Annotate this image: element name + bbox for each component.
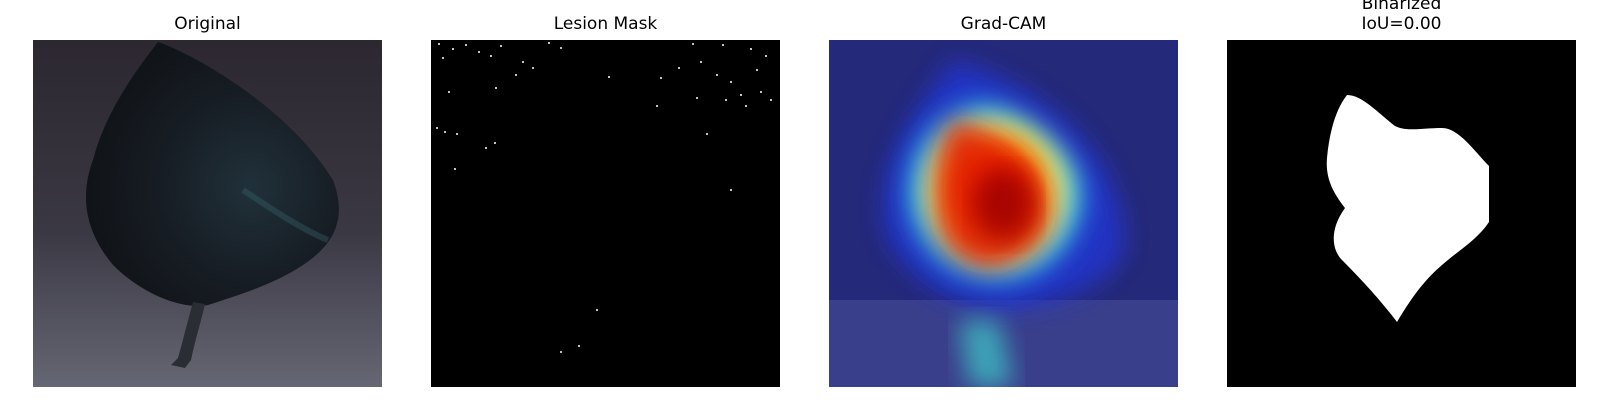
original-title: Original bbox=[174, 14, 241, 34]
gradcam-title: Grad-CAM bbox=[960, 14, 1047, 34]
gradcam-image bbox=[829, 40, 1178, 387]
gradcam-heatmap bbox=[829, 40, 1178, 387]
original-leaf-image bbox=[33, 40, 382, 387]
iou-title: IoU=0.00 bbox=[1361, 14, 1442, 34]
binarized-image bbox=[1227, 40, 1576, 387]
lesion-mask-title: Lesion Mask bbox=[553, 14, 658, 34]
original-image bbox=[33, 40, 382, 387]
binarized-mask bbox=[1227, 40, 1576, 387]
binarized-title: Binarized bbox=[1361, 0, 1442, 14]
lesion-mask-image bbox=[431, 40, 780, 387]
lesion-mask-dots bbox=[431, 40, 780, 387]
